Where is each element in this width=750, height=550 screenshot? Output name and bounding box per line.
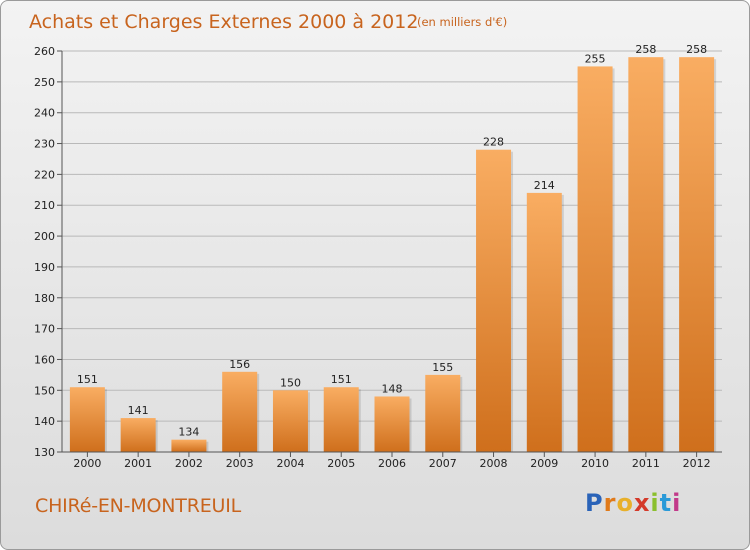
value-label-2008: 228 xyxy=(483,136,504,149)
y-tick-label: 150 xyxy=(34,384,55,397)
value-label-2011: 258 xyxy=(635,43,656,56)
value-label-2004: 150 xyxy=(280,376,301,389)
commune-name: CHIRé-EN-MONTREUIL xyxy=(35,495,241,517)
bar-2011 xyxy=(628,57,664,453)
x-tick-label-2007: 2007 xyxy=(429,457,457,470)
y-tick-label: 170 xyxy=(34,323,55,336)
x-tick-label-2008: 2008 xyxy=(480,457,508,470)
x-tick-label-2003: 2003 xyxy=(226,457,254,470)
x-tick-label-2010: 2010 xyxy=(581,457,609,470)
value-label-2006: 148 xyxy=(382,382,403,395)
y-tick-label: 160 xyxy=(34,353,55,366)
labels-layer: 151 141 134 156 150 151 148 155 228 214 255 258 258 xyxy=(77,43,707,438)
bar-2006 xyxy=(374,396,410,452)
value-label-2010: 255 xyxy=(585,52,606,65)
bar-2003 xyxy=(222,371,258,452)
y-tick-label: 230 xyxy=(34,138,55,151)
bars-layer xyxy=(69,57,717,453)
x-tick-label-2004: 2004 xyxy=(276,457,304,470)
bar-2002 xyxy=(171,439,207,452)
x-tick-label-2001: 2001 xyxy=(124,457,152,470)
y-tick-label: 130 xyxy=(34,446,55,459)
y-tick-label: 250 xyxy=(34,76,55,89)
value-label-2012: 258 xyxy=(686,43,707,56)
axis-layer: 130 140 150 160 170 180 190 200 210 220 230 240 250 2… xyxy=(34,45,722,470)
x-tick-label-2009: 2009 xyxy=(530,457,558,470)
value-label-2005: 151 xyxy=(331,373,352,386)
y-tick-label: 140 xyxy=(34,415,55,428)
bar-2010 xyxy=(577,66,613,452)
y-tick-label: 220 xyxy=(34,168,55,181)
chart-subtitle: (en milliers d'€) xyxy=(417,15,507,29)
bar-2001 xyxy=(120,418,156,452)
value-label-2001: 141 xyxy=(128,404,149,417)
bar-2008 xyxy=(476,149,512,452)
x-tick-label-2006: 2006 xyxy=(378,457,406,470)
bar-2000 xyxy=(69,387,105,452)
x-tick-label-2002: 2002 xyxy=(175,457,203,470)
bar-2005 xyxy=(323,387,359,452)
y-tick-label: 190 xyxy=(34,261,55,274)
proxiti-logo[interactable]: Proxiti xyxy=(585,489,682,517)
value-label-2009: 214 xyxy=(534,179,555,192)
y-tick-label: 180 xyxy=(34,292,55,305)
bar-2007 xyxy=(425,374,461,452)
value-label-2007: 155 xyxy=(432,361,453,374)
value-label-2002: 134 xyxy=(178,426,199,439)
value-label-2003: 156 xyxy=(229,358,250,371)
y-tick-label: 240 xyxy=(34,107,55,120)
bar-2004 xyxy=(272,390,308,452)
x-tick-label-2012: 2012 xyxy=(683,457,711,470)
y-tick-label: 260 xyxy=(34,45,55,58)
chart-title: Achats et Charges Externes 2000 à 2012 xyxy=(29,11,418,33)
value-label-2000: 151 xyxy=(77,373,98,386)
x-tick-label-2011: 2011 xyxy=(632,457,660,470)
x-tick-label-2000: 2000 xyxy=(73,457,101,470)
x-tick-label-2005: 2005 xyxy=(327,457,355,470)
y-tick-label: 210 xyxy=(34,199,55,212)
bar-2012 xyxy=(679,57,715,453)
bar-2009 xyxy=(526,192,562,452)
y-tick-label: 200 xyxy=(34,230,55,243)
